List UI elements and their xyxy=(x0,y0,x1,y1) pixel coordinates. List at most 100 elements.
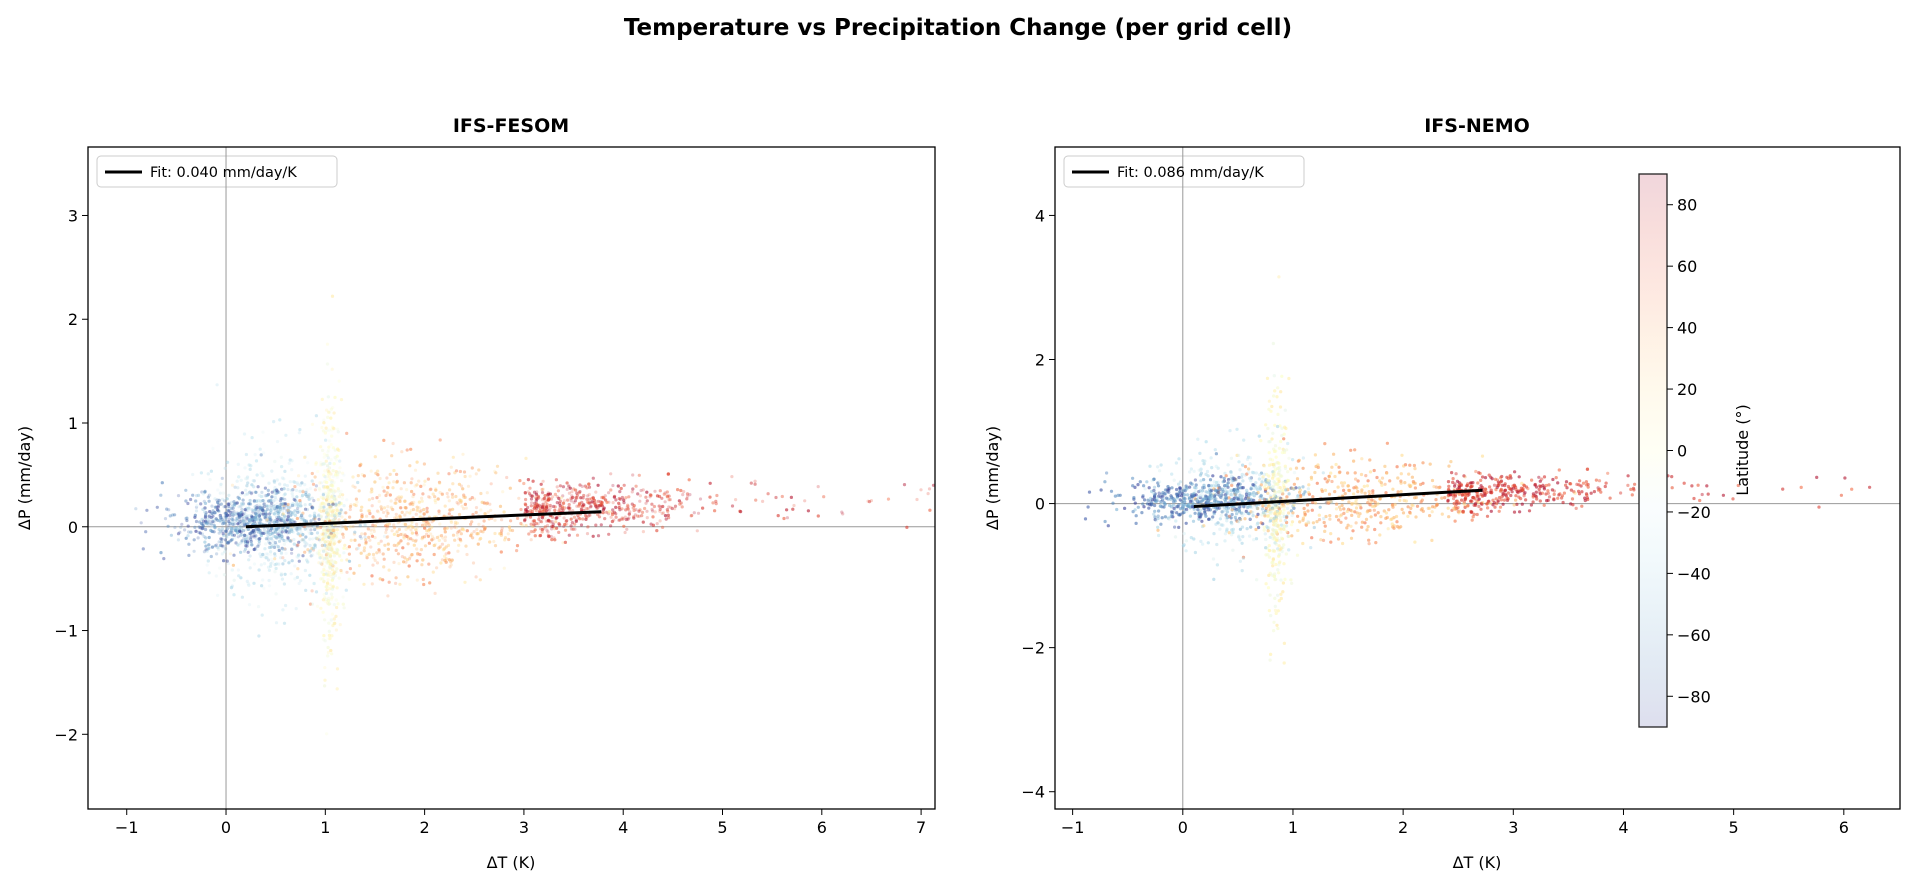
scatter-point xyxy=(336,509,339,512)
scatter-point xyxy=(730,475,733,478)
scatter-point xyxy=(319,445,322,448)
scatter-point xyxy=(454,495,457,498)
scatter-point xyxy=(405,488,408,491)
scatter-point xyxy=(261,474,264,477)
scatter-point xyxy=(494,471,497,474)
scatter-point xyxy=(423,462,426,465)
scatter-point xyxy=(371,504,374,507)
scatter-point xyxy=(565,520,568,523)
scatter-point xyxy=(208,500,211,503)
scatter-point xyxy=(459,539,462,542)
scatter-point xyxy=(239,551,242,554)
scatter-point xyxy=(767,492,770,495)
scatter-point xyxy=(231,512,234,515)
scatter-point xyxy=(184,499,187,502)
scatter-point xyxy=(288,462,291,465)
scatter-point xyxy=(479,492,482,495)
scatter-point xyxy=(314,475,317,478)
scatter-point xyxy=(221,477,224,480)
scatter-point xyxy=(516,517,519,520)
scatter-point xyxy=(309,519,312,522)
scatter-point xyxy=(221,527,224,530)
scatter-point xyxy=(585,507,588,510)
scatter-point xyxy=(285,540,288,543)
scatter-point xyxy=(781,495,784,498)
scatter-point xyxy=(351,475,354,478)
scatter-point xyxy=(332,427,335,430)
scatter-point xyxy=(507,538,510,541)
scatter-point xyxy=(317,514,320,517)
scatter-point xyxy=(274,554,277,557)
scatter-point xyxy=(325,477,328,480)
scatter-point xyxy=(452,456,455,459)
scatter-point xyxy=(228,441,231,444)
scatter-point xyxy=(355,501,358,504)
scatter-point xyxy=(218,528,221,531)
scatter-point xyxy=(283,559,286,562)
scatter-point xyxy=(278,540,281,543)
scatter-point xyxy=(479,578,482,581)
scatter-point xyxy=(273,557,276,560)
scatter-point xyxy=(460,499,463,502)
scatter-point xyxy=(317,498,320,501)
scatter-point xyxy=(469,475,472,478)
scatter-point xyxy=(761,500,764,503)
scatter-point xyxy=(333,617,336,620)
scatter-point xyxy=(416,579,419,582)
scatter-point xyxy=(509,519,512,522)
scatter-point xyxy=(496,465,499,468)
scatter-point xyxy=(327,622,330,625)
scatter-point xyxy=(322,550,325,553)
scatter-point xyxy=(327,578,330,581)
scatter-point xyxy=(408,511,411,514)
scatter-point xyxy=(162,557,165,560)
scatter-point xyxy=(290,572,293,575)
scatter-point xyxy=(316,605,319,608)
scatter-point xyxy=(241,508,244,511)
scatter-point xyxy=(623,484,626,487)
scatter-point xyxy=(215,552,218,555)
scatter-point xyxy=(323,618,326,621)
scatter-point xyxy=(249,538,252,541)
scatter-point xyxy=(441,543,444,546)
scatter-point xyxy=(392,442,395,445)
scatter-point xyxy=(915,498,918,501)
scatter-point xyxy=(197,536,200,539)
scatter-point xyxy=(189,531,192,534)
scatter-point xyxy=(503,538,506,541)
scatter-point xyxy=(574,496,577,499)
scatter-point xyxy=(369,545,372,548)
scatter-point xyxy=(479,530,482,533)
scatter-point xyxy=(349,525,352,528)
scatter-point xyxy=(407,526,410,529)
scatter-point xyxy=(581,517,584,520)
scatter-point xyxy=(236,480,239,483)
scatter-point xyxy=(328,475,331,478)
scatter-point xyxy=(210,505,213,508)
scatter-point xyxy=(403,481,406,484)
scatter-point xyxy=(263,562,266,565)
scatter-point xyxy=(651,508,654,511)
scatter-point xyxy=(483,519,486,522)
scatter-point xyxy=(568,534,571,537)
scatter-point xyxy=(515,549,518,552)
scatter-point xyxy=(568,503,571,506)
scatter-point xyxy=(426,507,429,510)
scatter-point xyxy=(665,518,668,521)
scatter-point xyxy=(212,518,215,521)
scatter-point xyxy=(448,508,451,511)
scatter-point xyxy=(444,505,447,508)
scatter-point xyxy=(432,571,435,574)
scatter-point xyxy=(389,473,392,476)
scatter-point xyxy=(219,492,222,495)
scatter-point xyxy=(308,538,311,541)
scatter-point xyxy=(292,538,295,541)
scatter-point xyxy=(711,501,714,504)
scatter-point xyxy=(586,525,589,528)
scatter-point xyxy=(350,539,353,542)
scatter-point xyxy=(261,578,264,581)
scatter-point xyxy=(714,500,717,503)
scatter-point xyxy=(656,522,659,525)
scatter-point xyxy=(303,544,306,547)
scatter-point xyxy=(206,564,209,567)
